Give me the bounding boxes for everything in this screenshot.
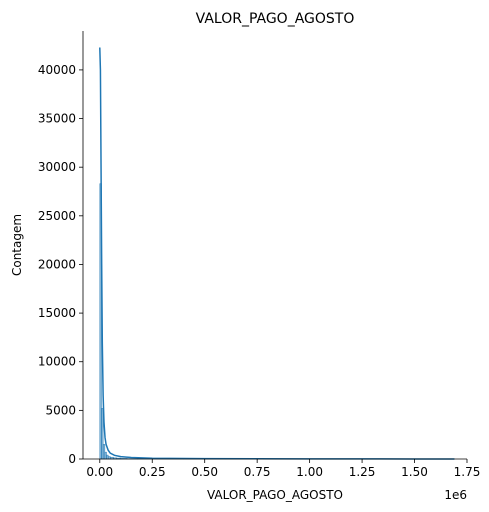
x-ticks: 0.00 0.25 0.50 0.75 1.00 1.25 1.50 1.75 xyxy=(86,459,480,479)
y-tick-label: 10000 xyxy=(38,355,76,369)
y-tick-label: 15000 xyxy=(38,306,76,320)
x-tick-label: 0.75 xyxy=(244,465,271,479)
x-axis-offset-label: 1e6 xyxy=(444,488,467,502)
y-tick-label: 5000 xyxy=(45,403,76,417)
y-axis-label: Contagem xyxy=(10,214,24,276)
x-tick-label: 1.25 xyxy=(349,465,376,479)
chart-title: VALOR_PAGO_AGOSTO xyxy=(196,11,355,27)
x-tick-label: 0.00 xyxy=(86,465,113,479)
y-tick-label: 25000 xyxy=(38,209,76,223)
x-tick-label: 0.50 xyxy=(191,465,218,479)
x-tick-label: 1.00 xyxy=(296,465,323,479)
x-axis-label: VALOR_PAGO_AGOSTO xyxy=(207,488,343,502)
x-tick-label: 1.75 xyxy=(454,465,481,479)
y-tick-label: 40000 xyxy=(38,63,76,77)
x-tick-label: 0.25 xyxy=(139,465,166,479)
y-tick-label: 30000 xyxy=(38,160,76,174)
kde-line xyxy=(99,47,455,460)
y-tick-label: 35000 xyxy=(38,112,76,126)
y-tick-label: 20000 xyxy=(38,257,76,271)
histogram-bars xyxy=(99,183,455,460)
x-tick-label: 1.50 xyxy=(401,465,428,479)
y-ticks: 0 5000 10000 15000 20000 25000 30000 35000 40000 xyxy=(38,63,83,466)
y-tick-label: 0 xyxy=(68,452,76,466)
